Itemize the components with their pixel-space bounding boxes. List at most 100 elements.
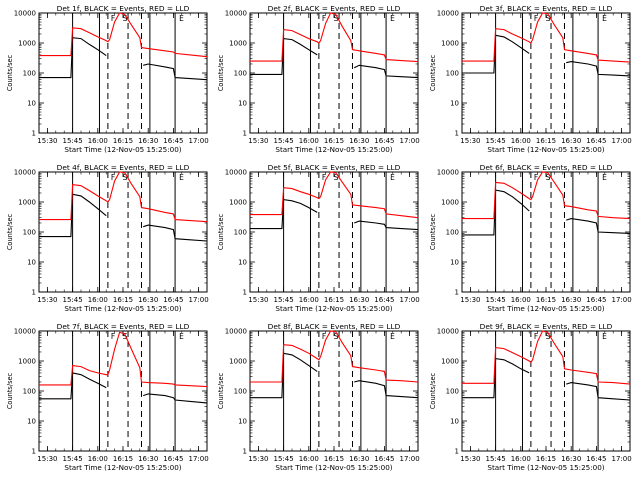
y-tick-label: 1 bbox=[455, 130, 459, 138]
peak-marker: S bbox=[123, 332, 128, 341]
y-tick-label: 10 bbox=[27, 100, 36, 108]
x-tick-label: 16:00 bbox=[511, 296, 531, 304]
x-tick-label: 16:15 bbox=[536, 296, 556, 304]
x-axis-label: Start Time (12-Nov-05 15:25:00) bbox=[64, 145, 181, 154]
x-tick-label: 15:30 bbox=[248, 296, 268, 304]
flare-start-marker: F bbox=[534, 173, 538, 182]
detector-panel: Det 1f, BLACK = Events, RED = LLD 1 10 100 1… bbox=[6, 4, 209, 154]
x-tick-label: 16:30 bbox=[138, 455, 158, 463]
x-tick-label: 16:00 bbox=[299, 455, 319, 463]
y-tick-label: 1 bbox=[32, 448, 36, 456]
end-marker: E bbox=[179, 173, 184, 182]
y-axis-label: Counts/sec bbox=[6, 372, 14, 409]
end-marker: E bbox=[602, 332, 607, 341]
series-line-events bbox=[39, 37, 208, 81]
x-tick-label: 15:45 bbox=[486, 296, 506, 304]
x-tick-label: 15:45 bbox=[486, 137, 506, 145]
x-tick-label: 16:45 bbox=[586, 455, 606, 463]
y-tick-label: 100 bbox=[23, 229, 36, 237]
panel-title: Det 6f, BLACK = Events, RED = LLD bbox=[480, 163, 613, 172]
y-tick-label: 10000 bbox=[14, 328, 36, 336]
x-tick-label: 16:30 bbox=[138, 296, 158, 304]
x-tick-label: 16:00 bbox=[88, 296, 108, 304]
x-axis-label: Start Time (12-Nov-05 15:25:00) bbox=[487, 463, 604, 472]
flare-start-marker: F bbox=[111, 332, 115, 341]
x-tick-label: 15:30 bbox=[460, 296, 480, 304]
peak-marker: S bbox=[123, 173, 128, 182]
y-tick-label: 1 bbox=[32, 130, 36, 138]
y-tick-label: 1000 bbox=[441, 358, 459, 366]
plot-frame bbox=[38, 12, 208, 134]
series-line-events bbox=[250, 37, 419, 79]
y-axis-label: Counts/sec bbox=[6, 54, 14, 91]
y-tick-label: 1 bbox=[243, 448, 247, 456]
x-tick-label: 16:00 bbox=[88, 455, 108, 463]
x-tick-label: 16:30 bbox=[561, 455, 581, 463]
y-tick-label: 1000 bbox=[18, 199, 36, 207]
x-tick-label: 15:45 bbox=[274, 455, 294, 463]
peak-marker: S bbox=[334, 332, 339, 341]
x-tick-label: 15:45 bbox=[486, 455, 506, 463]
series-line-events bbox=[462, 189, 631, 236]
x-tick-label: 15:45 bbox=[63, 137, 83, 145]
x-axis-label: Start Time (12-Nov-05 15:25:00) bbox=[275, 304, 392, 313]
y-axis-label: Counts/sec bbox=[429, 372, 437, 409]
y-tick-label: 100 bbox=[446, 388, 459, 396]
x-tick-label: 16:15 bbox=[113, 137, 133, 145]
x-tick-label: 17:00 bbox=[189, 455, 209, 463]
series-line-lld bbox=[250, 12, 419, 63]
flare-start-marker: F bbox=[534, 332, 538, 341]
y-tick-label: 1000 bbox=[441, 40, 459, 48]
x-axis-label: Start Time (12-Nov-05 15:25:00) bbox=[64, 304, 181, 313]
x-tick-label: 16:15 bbox=[536, 137, 556, 145]
panel-title: Det 2f, BLACK = Events, RED = LLD bbox=[268, 4, 401, 13]
end-marker: E bbox=[390, 332, 395, 341]
y-tick-label: 1 bbox=[455, 289, 459, 297]
y-tick-label: 10 bbox=[238, 100, 247, 108]
x-tick-label: 15:45 bbox=[274, 296, 294, 304]
x-tick-label: 16:15 bbox=[113, 296, 133, 304]
y-tick-label: 1000 bbox=[441, 199, 459, 207]
detector-panel: Det 8f, BLACK = Events, RED = LLD 1 10 100 1… bbox=[217, 322, 420, 472]
x-axis-label: Start Time (12-Nov-05 15:25:00) bbox=[64, 463, 181, 472]
y-tick-label: 1000 bbox=[229, 199, 247, 207]
y-tick-label: 10000 bbox=[14, 169, 36, 177]
y-tick-label: 100 bbox=[234, 388, 247, 396]
y-tick-label: 100 bbox=[23, 70, 36, 78]
x-tick-label: 16:30 bbox=[349, 137, 369, 145]
y-tick-label: 10000 bbox=[437, 328, 459, 336]
x-tick-label: 17:00 bbox=[189, 137, 209, 145]
end-marker: E bbox=[390, 14, 395, 23]
y-tick-label: 1000 bbox=[229, 40, 247, 48]
series-line-events bbox=[462, 357, 631, 401]
series-line-lld bbox=[462, 330, 631, 385]
y-tick-label: 1000 bbox=[18, 358, 36, 366]
x-tick-label: 16:30 bbox=[349, 296, 369, 304]
x-tick-label: 16:00 bbox=[511, 455, 531, 463]
series-line-lld bbox=[39, 331, 208, 388]
y-tick-label: 100 bbox=[23, 388, 36, 396]
end-marker: E bbox=[602, 173, 607, 182]
y-tick-label: 10000 bbox=[225, 10, 247, 18]
detector-panel: Det 4f, BLACK = Events, RED = LLD 1 10 100 1… bbox=[6, 163, 209, 313]
series-line-lld bbox=[39, 171, 208, 223]
y-tick-label: 10000 bbox=[14, 10, 36, 18]
x-tick-label: 15:45 bbox=[63, 296, 83, 304]
peak-marker: S bbox=[546, 173, 551, 182]
series-line-events bbox=[250, 352, 419, 399]
x-tick-label: 16:45 bbox=[374, 296, 394, 304]
detector-panel: Det 6f, BLACK = Events, RED = LLD 1 10 100 1… bbox=[429, 163, 632, 313]
series-line-events bbox=[250, 198, 419, 231]
y-axis-label: Counts/sec bbox=[429, 54, 437, 91]
y-tick-label: 1000 bbox=[18, 40, 36, 48]
x-tick-label: 15:30 bbox=[248, 137, 268, 145]
y-tick-label: 10 bbox=[450, 100, 459, 108]
y-tick-label: 100 bbox=[446, 70, 459, 78]
end-marker: E bbox=[179, 14, 184, 23]
x-tick-label: 15:30 bbox=[37, 137, 57, 145]
y-tick-label: 100 bbox=[234, 70, 247, 78]
x-tick-label: 16:15 bbox=[536, 455, 556, 463]
x-tick-label: 16:45 bbox=[163, 455, 183, 463]
plot-frame bbox=[249, 12, 419, 134]
